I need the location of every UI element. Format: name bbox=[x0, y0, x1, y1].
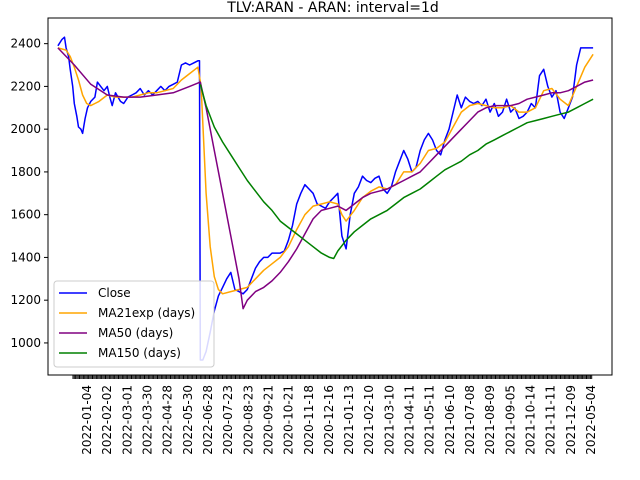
y-tick-label: 2200 bbox=[10, 79, 41, 93]
x-tick-label: 2021-11-11 bbox=[544, 385, 558, 455]
x-tick-label: 2021-06-10 bbox=[443, 385, 457, 455]
y-tick-label: 1400 bbox=[10, 250, 41, 264]
series-line-ma21exp-days bbox=[57, 47, 594, 295]
x-tick-label: 2022-03-30 bbox=[141, 385, 155, 455]
x-tick-label: 2021-10-14 bbox=[524, 385, 538, 455]
y-tick-label: 1200 bbox=[10, 293, 41, 307]
x-tick-label: 2022-06-28 bbox=[201, 385, 215, 455]
x-tick-label: 2021-08-09 bbox=[483, 385, 497, 455]
y-tick-label: 2400 bbox=[10, 37, 41, 51]
x-tick-label: 2022-01-04 bbox=[80, 385, 94, 455]
x-tick-label: 2021-01-13 bbox=[342, 385, 356, 455]
chart-title: TLV:ARAN - ARAN: interval=1d bbox=[226, 0, 439, 16]
x-tick-label: 2021-02-10 bbox=[362, 385, 376, 455]
series-line-close bbox=[57, 36, 594, 361]
legend-label: MA50 (days) bbox=[98, 326, 173, 340]
y-tick-label: 2000 bbox=[10, 122, 41, 136]
legend-label: Close bbox=[98, 286, 131, 300]
y-tick-label: 1800 bbox=[10, 165, 41, 179]
x-tick-label: 2020-08-23 bbox=[241, 385, 255, 455]
x-tick-label: 2020-10-21 bbox=[282, 385, 296, 455]
x-tick-label: 2020-12-16 bbox=[322, 385, 336, 455]
x-tick-label: 2022-05-30 bbox=[181, 385, 195, 455]
x-tick-label: 2021-05-11 bbox=[423, 385, 437, 455]
x-tick-label: 2022-03-01 bbox=[120, 385, 134, 455]
x-tick-label: 2022-04-28 bbox=[161, 385, 175, 455]
x-tick-label: 2022-05-04 bbox=[584, 385, 598, 455]
legend: Close MA21exp (days) MA50 (days) MA150 (day… bbox=[53, 280, 215, 368]
legend-label: MA21exp (days) bbox=[98, 306, 195, 320]
x-tick-label: 2022-02-02 bbox=[100, 385, 114, 455]
y-tick-label: 1000 bbox=[10, 336, 41, 350]
x-tick-label: 2021-12-09 bbox=[564, 385, 578, 455]
x-tick-label: 2020-07-23 bbox=[221, 385, 235, 455]
series-line-ma150-days bbox=[199, 84, 594, 260]
legend-label: MA150 (days) bbox=[98, 346, 181, 360]
x-tick-label: 2020-09-21 bbox=[261, 385, 275, 455]
x-tick-label: 2020-11-18 bbox=[302, 385, 316, 455]
series-line-ma50-days bbox=[57, 47, 594, 310]
y-tick-label: 1600 bbox=[10, 208, 41, 222]
legend-box bbox=[53, 280, 215, 368]
x-tick-label: 2021-09-05 bbox=[503, 385, 517, 455]
x-tick-label: 2021-04-11 bbox=[403, 385, 417, 455]
x-tick-label: 2021-03-10 bbox=[382, 385, 396, 455]
x-tick-label: 2021-07-08 bbox=[463, 385, 477, 455]
